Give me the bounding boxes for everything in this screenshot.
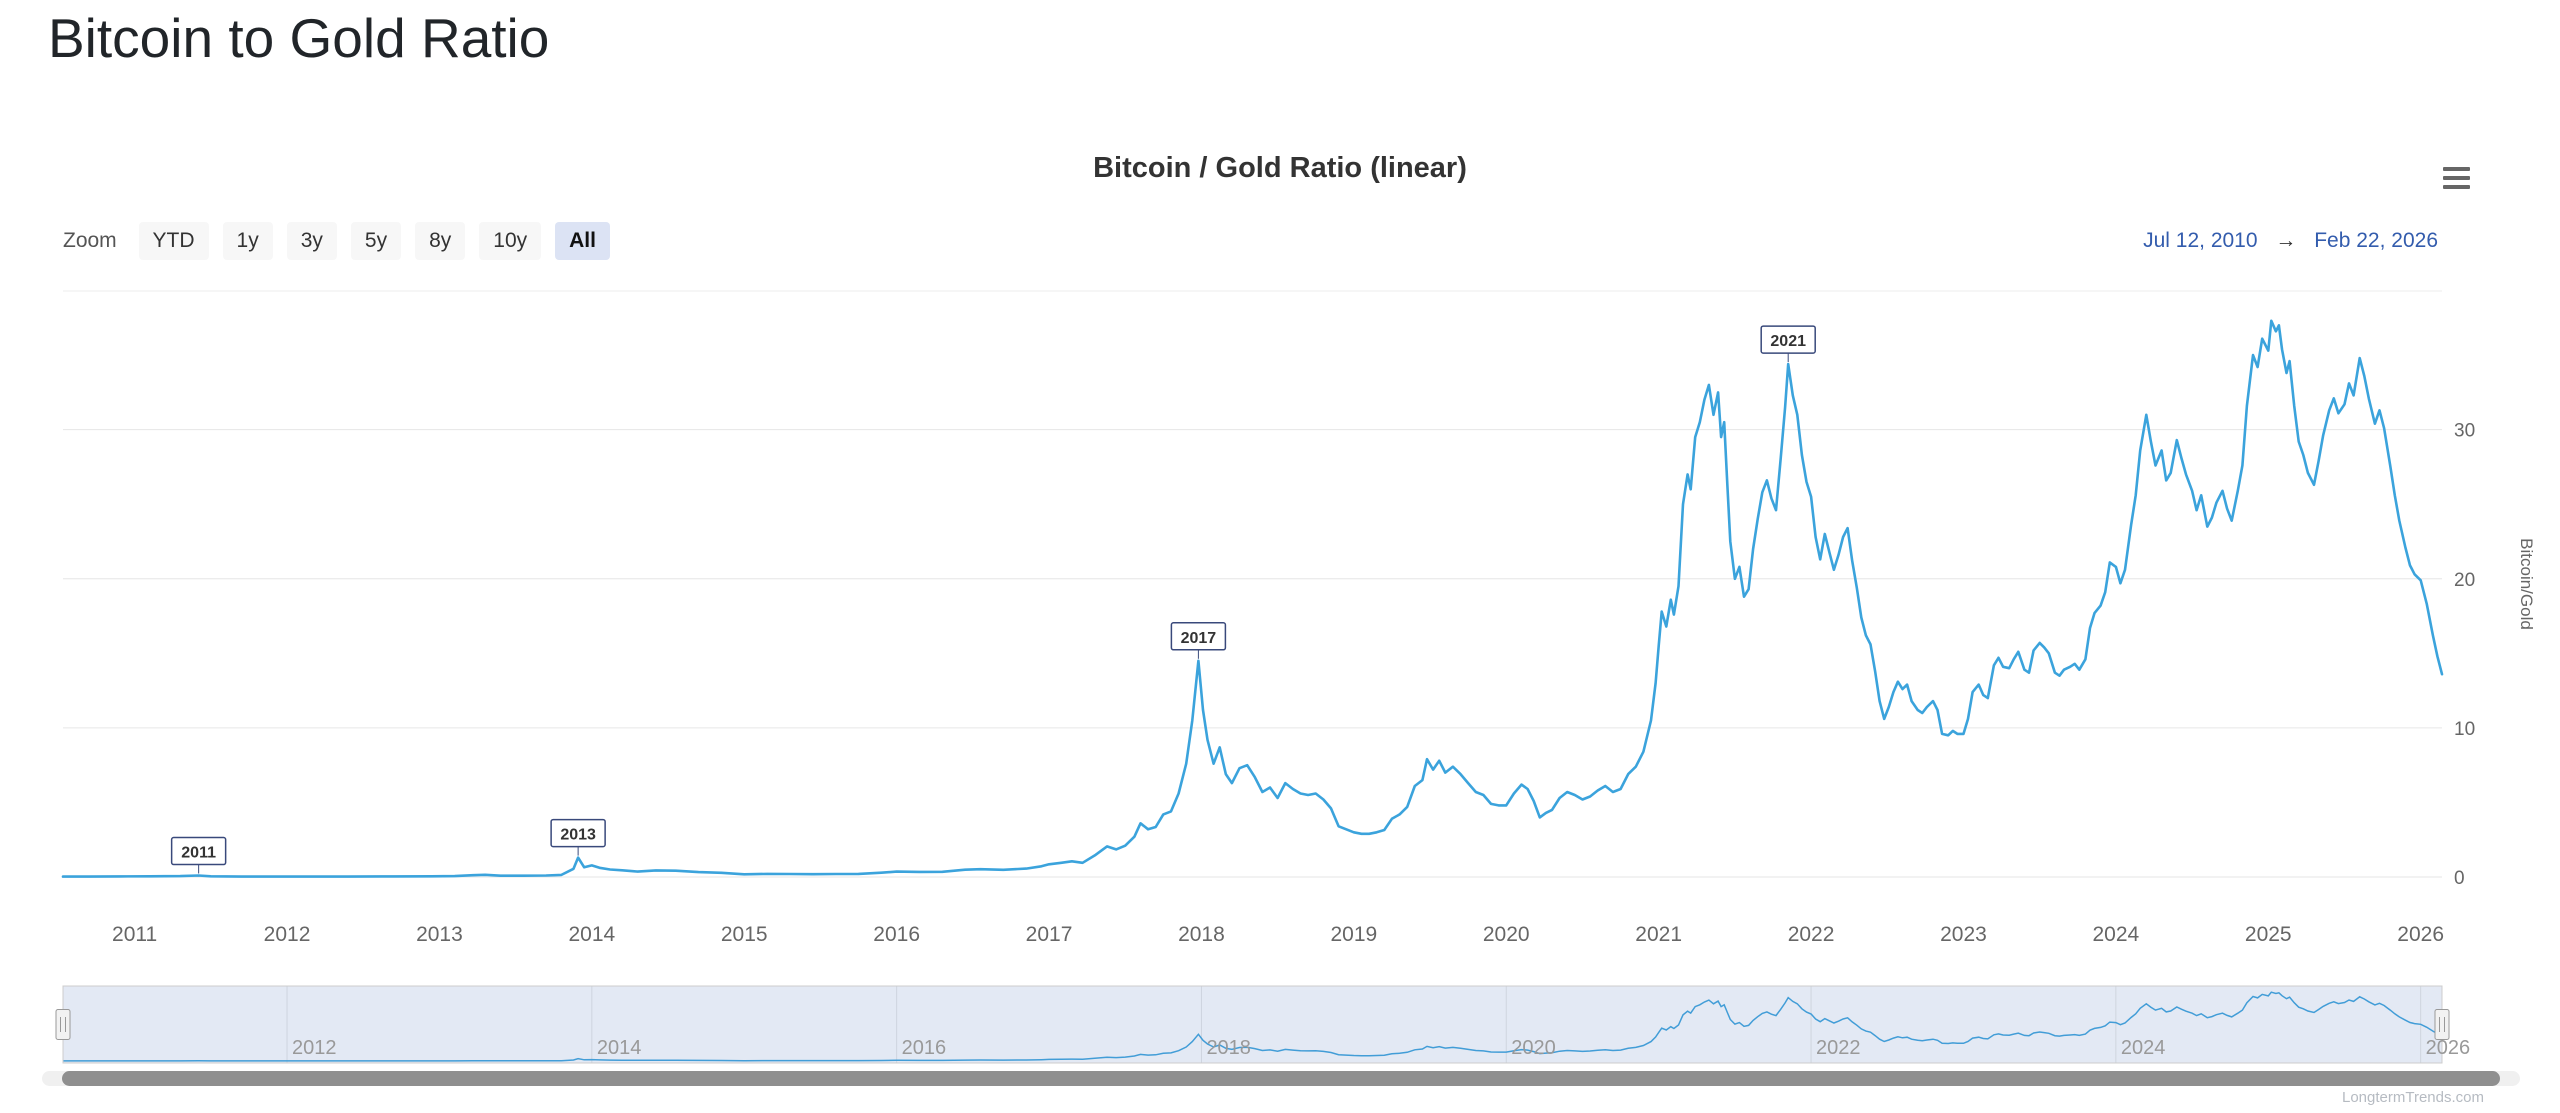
x-axis-label: 2024 <box>2092 923 2139 946</box>
y-axis-label: 10 <box>2454 719 2475 740</box>
zoom-button-5y[interactable]: 5y <box>350 222 402 260</box>
flag-label: 2011 <box>181 845 216 862</box>
x-axis-label: 2013 <box>416 923 463 946</box>
scrollbar-thumb[interactable] <box>62 1071 2500 1086</box>
watermark: LongtermTrends.com <box>2341 1089 2484 1106</box>
x-axis-label: 2015 <box>721 923 768 946</box>
x-axis-label: 2019 <box>1330 923 1377 946</box>
date-range-arrow-icon: → <box>2275 229 2297 252</box>
x-axis-label: 2020 <box>1483 923 1530 946</box>
flag-2021[interactable]: 2021 <box>1760 325 1816 363</box>
flag-label: 2017 <box>1181 630 1217 647</box>
zoom-label: Zoom <box>63 229 117 252</box>
zoom-button-8y[interactable]: 8y <box>415 222 466 260</box>
date-from-input[interactable]: Jul 12, 2010 <box>2143 229 2258 252</box>
flag-label: 2013 <box>560 827 596 844</box>
navigator-mask[interactable] <box>63 986 2442 1063</box>
date-to-input[interactable]: Feb 22, 2026 <box>2314 229 2438 252</box>
x-axis-label: 2023 <box>1940 923 1987 946</box>
zoom-button-10y[interactable]: 10y <box>479 222 542 260</box>
chart-export-menu-button[interactable] <box>2434 158 2478 198</box>
navigator-label: 2012 <box>292 1037 337 1059</box>
x-axis-label: 2016 <box>873 923 920 946</box>
x-axis-label: 2026 <box>2397 923 2444 946</box>
x-axis-label: 2012 <box>264 923 311 946</box>
series-line[interactable] <box>61 319 2444 878</box>
zoom-button-ytd[interactable]: YTD <box>138 222 209 260</box>
y-axis-title: Bitcoin/Gold <box>2517 538 2536 630</box>
range-selector: Zoom YTD 1y 3y 5y 8y 10y All Jul 12, 2010 → Fe… <box>63 222 2560 260</box>
flag-2017[interactable]: 2017 <box>1170 622 1227 659</box>
zoom-buttons: YTD 1y 3y 5y 8y 10y All <box>138 222 624 260</box>
x-axis-label: 2021 <box>1635 923 1682 946</box>
flag-label: 2021 <box>1770 333 1806 350</box>
navigator-label: 2016 <box>902 1037 947 1059</box>
navigator-label: 2024 <box>2121 1037 2166 1059</box>
zoom-button-all[interactable]: All <box>555 222 610 260</box>
x-axis-label: 2018 <box>1178 923 1225 946</box>
navigator-label: 2026 <box>2426 1037 2471 1059</box>
zoom-button-1y[interactable]: 1y <box>222 222 273 260</box>
y-axis-label: 30 <box>2454 421 2475 442</box>
navigator-series-line <box>63 991 2443 1062</box>
page-title: Bitcoin to Gold Ratio <box>48 7 550 69</box>
x-axis-label: 2011 <box>112 923 157 946</box>
navigator-handle-left[interactable] <box>55 1009 71 1040</box>
zoom-button-3y[interactable]: 3y <box>286 222 337 260</box>
navigator-label: 2014 <box>597 1037 642 1059</box>
date-range: Jul 12, 2010 → Feb 22, 2026 <box>2143 222 2438 260</box>
chart-title: Bitcoin / Gold Ratio (linear) <box>1093 152 1467 184</box>
navigator-label: 2018 <box>1206 1037 1251 1059</box>
x-axis-label: 2025 <box>2245 923 2292 946</box>
chart-scrollbar[interactable] <box>42 1071 2520 1086</box>
navigator-handle-right[interactable] <box>2434 1009 2450 1040</box>
x-axis-label: 2014 <box>568 923 615 946</box>
flag-2013[interactable]: 2013 <box>550 818 606 856</box>
flag-2011[interactable]: 2011 <box>170 836 227 874</box>
y-axis-label: 20 <box>2454 570 2475 591</box>
navigator-label: 2022 <box>1816 1037 1861 1059</box>
x-axis-label: 2017 <box>1026 923 1073 946</box>
navigator-label: 2020 <box>1511 1037 1556 1059</box>
x-axis-label: 2022 <box>1788 923 1835 946</box>
y-axis-label: 0 <box>2454 868 2465 889</box>
